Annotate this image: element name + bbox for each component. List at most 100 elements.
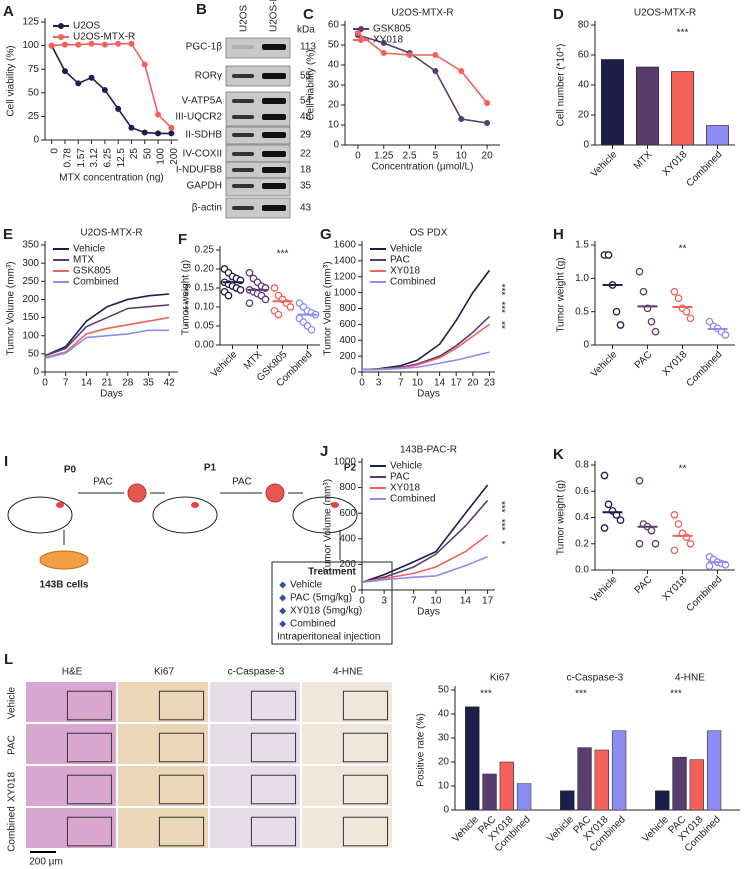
chart-title: U2OS-MTX-R [634,8,696,19]
y-tick-label: 50 [28,87,40,98]
legend-label: Vehicle [390,244,423,255]
x-tick-label: 42 [164,378,176,389]
y-tick-label: 350 [22,240,39,251]
panel-label: A [3,3,14,20]
x-tick-label: 1.57 [76,148,87,168]
x-tick-label: Combined [684,574,724,614]
blot-strip [225,65,291,87]
x-axis-label: Days [100,389,123,400]
point [484,120,491,126]
blot-label: GAPDH [186,181,222,192]
point [270,284,279,292]
y-tick-label: 0.4 [575,512,589,523]
blot-band [232,45,254,49]
x-axis-label: MTX concentration (ng) [59,173,164,184]
point [670,546,679,555]
panel-label: K [553,446,564,463]
legend-label: Vehicle [73,244,106,255]
legend-label: U2OS-MTX-R [73,32,135,43]
blot-kda: 35 [300,181,312,192]
y-tick-label: 1200 [334,271,357,282]
blot-band [232,99,254,103]
bar [465,706,480,811]
y-tick-label: 10 [438,781,450,792]
y-tick-label: 0 [33,367,39,378]
blot-band [232,184,254,188]
bar [689,759,704,811]
blot-band [232,133,254,137]
panel-label: G [320,226,332,243]
point [286,303,295,311]
panel-label: I [4,453,8,470]
y-axis-label: Cell number (*10⁴) [556,44,567,127]
point [224,291,233,300]
bar [516,783,532,811]
column-label: H&E [62,667,83,678]
point [432,52,439,58]
y-axis-label: Cell viability (%) [306,49,317,120]
y-tick-label: 200 [339,351,356,362]
panel-label: J [320,443,328,460]
series-line [357,32,488,104]
x-tick-label: 17 [482,596,494,607]
inset [66,774,113,805]
annotation: ** [679,464,687,475]
y-tick-label: 1000 [334,287,357,298]
point [61,68,68,75]
treatment-item: PAC (5mg/kg) [290,593,352,604]
blot-band [232,115,254,119]
y-tick-label: 10 [328,120,340,131]
point [647,526,656,535]
inset [66,690,113,721]
passage-label: P1 [204,463,217,474]
point [604,500,613,509]
annotation: *** [495,501,506,513]
x-axis-label: Days [417,389,440,400]
blot-band [262,183,286,189]
point [484,100,491,106]
x-tick-label: 10 [456,151,468,162]
column-label: 4-HNE [333,667,363,678]
y-tick-label: 50 [438,685,450,696]
series-line [361,555,488,584]
blot-band [262,44,286,50]
y-tick-label: 50 [328,40,340,51]
passage-label: P0 [64,465,77,476]
blot-strip [225,197,291,219]
tumor [331,502,339,508]
point [354,30,361,36]
y-tick-label: 20 [438,757,450,768]
point [245,268,254,277]
y-tick-label: 60 [578,50,590,61]
y-tick-label: 600 [339,508,356,519]
x-tick-label: XY018 [660,574,689,603]
chart-title: U2OS-MTX-R [391,8,453,19]
inset [250,732,297,763]
bullet [279,620,287,628]
point [458,116,465,122]
bullet [279,581,287,589]
point [61,41,68,48]
y-tick-label: 200 [22,294,39,305]
blot-kda: 22 [300,149,312,160]
blot-band [262,151,286,157]
point [612,307,621,316]
bar [705,125,729,146]
x-tick-label: 1.25 [374,151,394,162]
series-line [50,45,172,135]
legend-label: PAC [390,255,410,266]
x-axis-label: Concentration (µmol/L) [372,162,474,173]
point [88,40,95,47]
y-tick-label: 40 [578,80,590,91]
y-tick-label: 1000 [334,457,357,468]
point [458,68,465,74]
panel-label: E [3,226,13,243]
tumor [191,502,199,508]
legend-label: GSK805 [73,266,111,277]
blot-label: I-NDUFB8 [176,165,223,176]
x-tick-label: 0 [49,148,60,154]
x-tick-label: 200 [169,148,180,165]
blot-label: RORγ [195,71,222,82]
x-tick-label: 3 [381,596,387,607]
